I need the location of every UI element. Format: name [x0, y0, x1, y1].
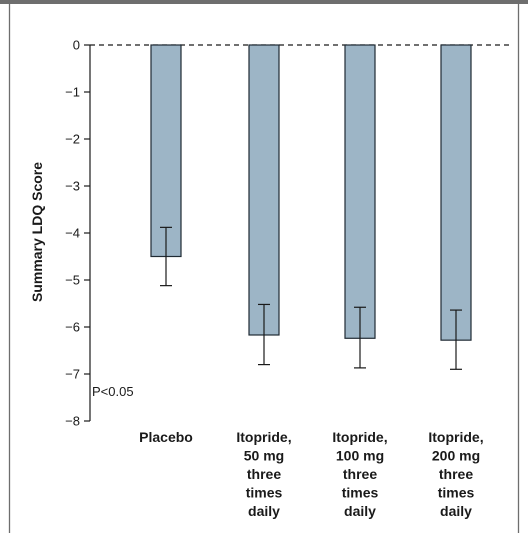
top-rule [0, 0, 528, 4]
y-axis-title: Summary LDQ Score [29, 162, 45, 302]
y-tick-label: −4 [65, 226, 80, 241]
y-tick-label: −2 [65, 132, 80, 147]
bar [440, 44, 472, 341]
y-tick-label: 0 [73, 38, 80, 53]
error-bars [160, 226, 462, 370]
error-bar [258, 303, 270, 366]
y-axis: 0 −1 −2 −3 −4 −5 −6 −7 −8 [65, 38, 510, 429]
p-value-annotation: P<0.05 [92, 384, 134, 399]
bar [344, 44, 376, 339]
error-bar [160, 226, 172, 287]
category-label: Itopride, 100 mg three times daily [332, 429, 387, 519]
category-label: Itopride, 50 mg three times daily [236, 429, 291, 519]
error-bar [450, 309, 462, 370]
bar [150, 44, 182, 258]
y-tick-label: −5 [65, 273, 80, 288]
y-tick-label: −1 [65, 85, 80, 100]
x-axis-labels: Placebo Itopride, 50 mg three times daily Itop… [139, 429, 483, 519]
y-tick-label: −7 [65, 367, 80, 382]
y-tick-label: −8 [65, 414, 80, 429]
y-tick-label: −3 [65, 179, 80, 194]
error-bar [354, 306, 366, 369]
category-label: Itopride, 200 mg three times daily [428, 429, 483, 519]
category-label: Placebo [139, 429, 193, 445]
bar [248, 44, 280, 336]
bars [150, 44, 472, 341]
y-tick-label: −6 [65, 320, 80, 335]
